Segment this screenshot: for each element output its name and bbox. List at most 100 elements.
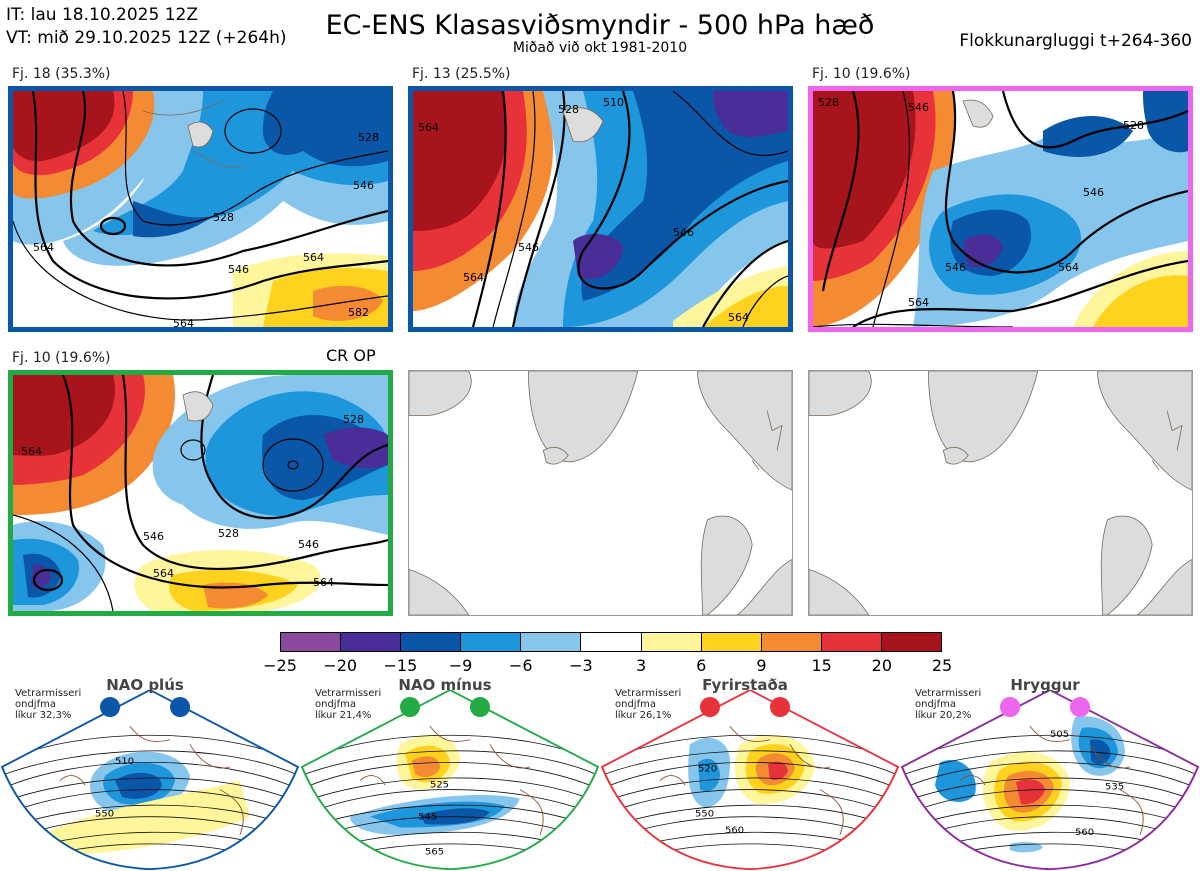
page-subtitle: Miðað við okt 1981-2010 xyxy=(512,40,688,56)
contour-label: 564 xyxy=(173,317,194,327)
regime-marker-dot xyxy=(170,697,190,717)
colorbar-tick-label: −15 xyxy=(383,656,418,675)
colorbar-tick-label: −25 xyxy=(263,656,297,675)
contour-label: 564 xyxy=(908,296,929,309)
regime-note-line: líkur 20,2% xyxy=(915,710,972,721)
colorbar-cell xyxy=(401,633,462,651)
contour-label: 546 xyxy=(228,263,249,276)
panel-3-label: Fj. 10 (19.6%) xyxy=(812,66,911,82)
regime-marker-dot xyxy=(770,697,790,717)
regime-panel[interactable]: 505 535 560 Hryggur Vetrarmisseri ondjfma líku… xyxy=(900,676,1200,871)
contour-label: 564 xyxy=(728,311,749,324)
empty-map-6 xyxy=(808,370,1193,616)
cluster-map-1[interactable]: 564 546 528 546 564 564 582 528 xyxy=(8,86,393,332)
contour-label: 564 xyxy=(418,121,439,134)
regime-marker-dot xyxy=(400,697,420,717)
regime-marker-dot xyxy=(700,697,720,717)
contour-label: 546 xyxy=(143,530,164,543)
contour-label: 564 xyxy=(1058,261,1079,274)
regime-fan: 520 550 560 xyxy=(600,690,900,871)
contour-label: 564 xyxy=(153,567,174,580)
regime-panel[interactable]: 520 550 560 Fyrirstaða Vetrarmisseri ondjfma l… xyxy=(600,676,900,871)
regime-fan: 505 535 560 xyxy=(900,690,1200,871)
contour-label: 546 xyxy=(353,179,374,192)
regime-marker-dot xyxy=(100,697,120,717)
regime-marker-dot xyxy=(1070,697,1090,717)
contour-label: 528 xyxy=(358,131,379,144)
regime-contour-label: 525 xyxy=(430,780,449,790)
regime-fan: 525 545 565 xyxy=(300,690,600,871)
colorbar-cell xyxy=(341,633,402,651)
contour-label: 564 xyxy=(303,251,324,264)
regime-contour-label: 550 xyxy=(695,809,714,819)
regime-name: NAO plús xyxy=(106,676,184,694)
regime-contour-label: 505 xyxy=(1050,729,1069,739)
colorbar xyxy=(280,632,942,652)
regime-note-line: Vetrarmisseri xyxy=(615,688,682,699)
regime-note-line: líkur 21,4% xyxy=(315,710,372,721)
empty-map-6-svg xyxy=(809,371,1192,615)
regime-note-line: Vetrarmisseri xyxy=(915,688,982,699)
contour-label: 528 xyxy=(218,527,239,540)
contour-label: 546 xyxy=(673,226,694,239)
colorbar-cell xyxy=(581,633,642,651)
colorbar-cell xyxy=(461,633,522,651)
contour-label: 528 xyxy=(1123,119,1144,132)
cluster-map-2-svg: 564 528 510 546 564 546 564 xyxy=(413,91,788,327)
regime-note: Vetrarmisseri ondjfma líkur 26,1% xyxy=(615,688,681,721)
regime-note-line: ondjfma xyxy=(615,699,656,710)
cluster-map-4[interactable]: 564 528 546 528 546 564 564 xyxy=(8,370,393,616)
cluster-map-1-svg: 564 546 528 546 564 564 582 528 xyxy=(13,91,388,327)
regime-contour-label: 560 xyxy=(725,825,744,835)
panel-1-label: Fj. 18 (35.3%) xyxy=(12,66,111,82)
regime-contour-label: 510 xyxy=(115,757,134,767)
colorbar-cell xyxy=(821,633,882,651)
contour-label: 510 xyxy=(603,96,624,109)
regime-note: Vetrarmisseri ondjfma líkur 32,3% xyxy=(15,688,81,721)
contour-label: 546 xyxy=(908,101,929,114)
colorbar-tick-label: 25 xyxy=(931,656,953,675)
regime-note: Vetrarmisseri ondjfma líkur 20,2% xyxy=(915,688,981,721)
colorbar-tick-label: 9 xyxy=(756,656,767,675)
contour-label: 528 xyxy=(818,96,839,109)
regime-note-line: ondjfma xyxy=(915,699,956,710)
colorbar-tick-label: 3 xyxy=(635,656,647,675)
panel-4-label: Fj. 10 (19.6%) xyxy=(12,350,111,366)
colorbar-tick-label: 20 xyxy=(871,656,892,675)
init-time: IT: lau 18.10.2025 12Z xyxy=(6,5,198,25)
colorbar-tick-label: −3 xyxy=(569,656,593,675)
colorbar-cells xyxy=(281,633,942,651)
regime-note-line: líkur 32,3% xyxy=(15,710,72,721)
colorbar-cell xyxy=(281,633,342,651)
contour-label: 546 xyxy=(518,241,539,254)
colorbar-tick-label: 6 xyxy=(696,656,707,675)
regime-name: NAO mínus xyxy=(398,676,492,694)
cluster-map-2[interactable]: 564 528 510 546 564 546 564 xyxy=(408,86,793,332)
regime-note-line: Vetrarmisseri xyxy=(15,688,82,699)
cluster-map-3[interactable]: 528 546 528 546 564 564 546 xyxy=(808,86,1193,332)
regime-panel[interactable]: 525 545 565 NAO mínus Vetrarmisseri ondjfma lí… xyxy=(300,676,600,871)
contour-label: 546 xyxy=(1083,186,1104,199)
contour-label: 582 xyxy=(348,306,369,319)
regime-note-line: líkur 26,1% xyxy=(615,710,672,721)
contour-label: 564 xyxy=(21,445,42,458)
regime-note: Vetrarmisseri ondjfma líkur 21,4% xyxy=(315,688,381,721)
colorbar-cell xyxy=(701,633,762,651)
regime-contour-label: 560 xyxy=(1075,827,1094,837)
regime-marker-dot xyxy=(470,697,490,717)
colorbar-tick-label: −6 xyxy=(508,656,533,675)
contour-label: 528 xyxy=(213,211,234,224)
regime-contour-label: 520 xyxy=(698,764,717,774)
empty-map-5 xyxy=(408,370,793,616)
panel-4-extra-label: CR OP xyxy=(326,346,376,365)
contour-label: 564 xyxy=(463,271,484,284)
regime-panel[interactable]: 510 550 NAO plús Vetrarmisseri ondjfma líkur … xyxy=(0,676,300,871)
classification-window: Flokkunargluggi t+264-360 xyxy=(959,31,1192,51)
cluster-map-3-svg: 528 546 528 546 564 564 546 xyxy=(813,91,1188,327)
regime-contour-label: 550 xyxy=(95,809,114,819)
contour-label: 528 xyxy=(343,413,364,426)
regime-note-line: ondjfma xyxy=(315,699,356,710)
empty-map-5-svg xyxy=(409,371,792,615)
page-title: EC-ENS Klasasviðsmyndir - 500 hPa hæð xyxy=(325,10,875,41)
contour-label: 564 xyxy=(33,241,54,254)
